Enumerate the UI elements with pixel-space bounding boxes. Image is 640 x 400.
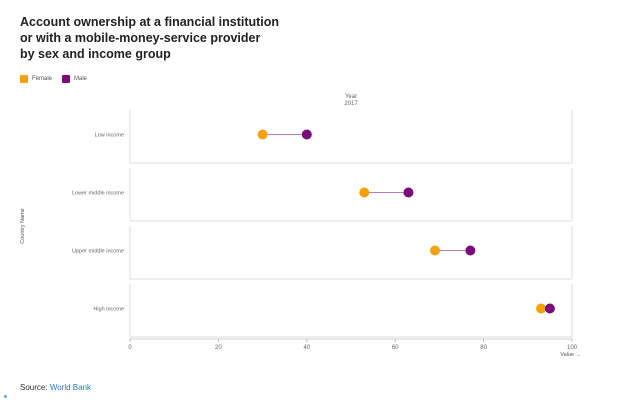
x-tick-label-40: 40 <box>303 345 310 351</box>
chart-title-line-1: Account ownership at a financial institu… <box>20 15 280 29</box>
point-male-upper-middle-income <box>465 245 476 256</box>
chart-title-line-3: by sex and income group <box>20 47 171 61</box>
y-axis-title: Country Name <box>20 208 26 243</box>
point-male-low-income <box>301 129 312 140</box>
x-tick-label-60: 60 <box>392 345 399 351</box>
point-female-high-income <box>536 303 547 314</box>
source-prefix: Source: <box>20 383 48 392</box>
x-tick-label-0: 0 <box>128 345 132 351</box>
point-female-upper-middle-income <box>429 245 440 256</box>
legend-label-male: Male <box>74 76 88 82</box>
category-label-lower-middle-income: Lower middle income <box>72 191 124 197</box>
x-tick-label-80: 80 <box>480 345 487 351</box>
legend-label-female: Female <box>32 76 53 82</box>
point-female-lower-middle-income <box>359 187 370 198</box>
x-tick-label-100: 100 <box>567 345 578 351</box>
x-axis-title: Value → <box>560 352 581 358</box>
chart-title: Account ownership at a financial institu… <box>20 14 320 62</box>
corner-indicator-dot <box>4 395 7 398</box>
source-link[interactable]: World Bank <box>49 383 92 392</box>
legend-item-female[interactable]: Female <box>20 75 52 83</box>
chart-title-line-2: or with a mobile-money-service provider <box>20 31 261 45</box>
point-male-lower-middle-income <box>403 187 414 198</box>
facet-header-label: Year <box>345 94 357 100</box>
chart-legend: Female Male <box>20 75 87 83</box>
point-male-high-income <box>544 303 555 314</box>
facet-header-value: 2017 <box>344 101 358 107</box>
legend-swatch-male <box>62 75 71 83</box>
category-label-low-income: Low income <box>95 133 124 139</box>
point-female-low-income <box>257 129 268 140</box>
source-note: Source: World Bank <box>20 383 91 392</box>
legend-swatch-female <box>20 75 28 83</box>
category-label-upper-middle-income: Upper middle income <box>72 249 124 255</box>
category-label-high-income: High income <box>93 307 124 313</box>
x-tick-label-20: 20 <box>215 345 222 351</box>
legend-item-male[interactable]: Male <box>62 75 87 83</box>
